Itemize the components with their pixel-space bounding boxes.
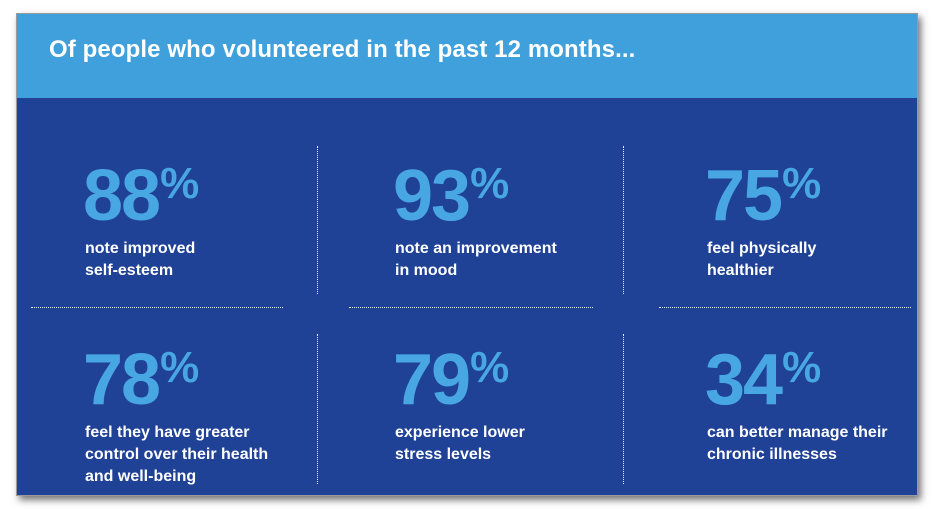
stat-caption: feel physically healthier [707,240,817,279]
stat-caption: note improved self-esteem [85,240,196,279]
stat-value: 88% [83,156,200,236]
page-title: Of people who volunteered in the past 12… [49,36,636,63]
stat-value: 79% [393,340,510,420]
header-banner: Of people who volunteered in the past 12… [17,14,917,98]
stat-caption: feel they have greater control over thei… [85,424,269,485]
stat-caption: can better manage their chronic illnesse… [707,424,888,463]
stat-caption: note an improvement in mood [395,240,557,279]
vertical-divider [317,146,318,294]
stat-physical-health: 75% feel physically healthier [705,156,917,282]
stat-health-control: 78% feel they have greater control over … [83,344,323,488]
stat-value: 93% [393,156,510,236]
stat-stress: 79% experience lower stress levels [393,344,633,466]
vertical-divider [623,146,624,294]
stat-chronic-illness: 34% can better manage their chronic illn… [705,340,917,466]
horizontal-divider [31,307,283,308]
stat-value: 75% [705,156,822,236]
horizontal-divider [349,307,593,308]
infographic-panel: Of people who volunteered in the past 12… [16,13,918,496]
stat-caption: experience lower stress levels [395,424,525,463]
stat-self-esteem: 88% note improved self-esteem [83,160,323,282]
vertical-divider [317,334,318,484]
stat-mood: 93% note an improvement in mood [393,160,633,282]
horizontal-divider [659,307,911,308]
stat-value: 78% [83,340,200,420]
stat-value: 34% [705,340,822,420]
vertical-divider [623,334,624,484]
stats-grid: 88% note improved self-esteem 93% note a… [17,98,917,495]
